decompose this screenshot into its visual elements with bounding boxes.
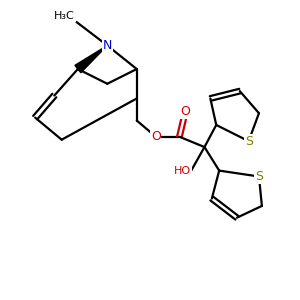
Text: H₃C: H₃C (54, 11, 75, 21)
Text: HO: HO (174, 166, 191, 176)
Text: O: O (151, 130, 161, 143)
Text: S: S (255, 170, 263, 183)
Text: N: N (103, 39, 112, 52)
Text: O: O (180, 105, 190, 118)
Text: S: S (244, 135, 253, 148)
Polygon shape (75, 46, 107, 73)
